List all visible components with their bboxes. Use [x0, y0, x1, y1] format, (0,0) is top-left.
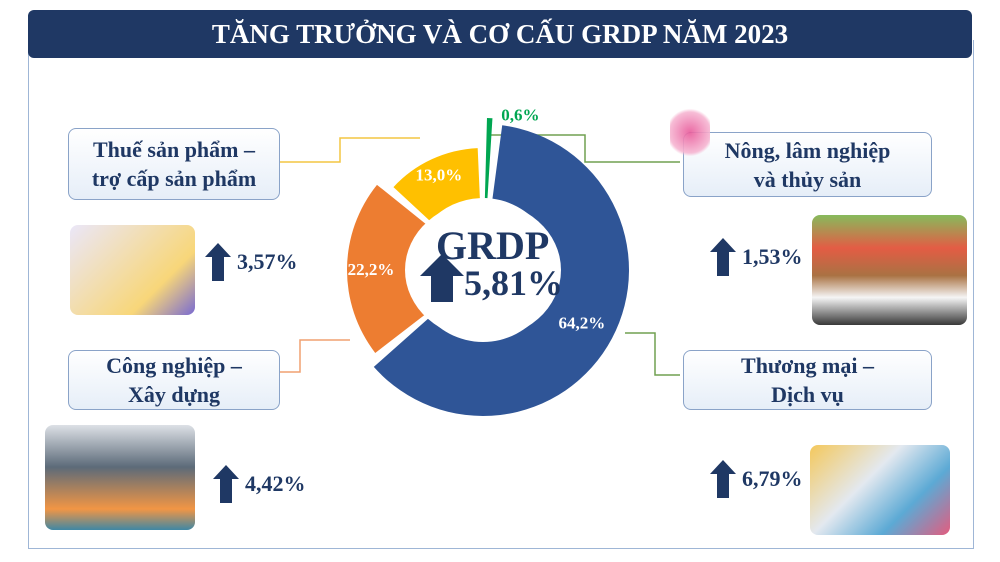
donut-slice-1 [373, 125, 629, 416]
sector-name: Thương mại – [741, 353, 874, 378]
tax-illustration-icon [70, 225, 195, 315]
up-arrow-icon [205, 243, 231, 281]
growth-value: 3,57% [237, 249, 298, 274]
up-arrow-icon [710, 460, 736, 498]
center-circle [405, 201, 561, 339]
orchid-flower-icon [670, 105, 710, 160]
slice-label: 22,2% [348, 260, 395, 279]
sector-name: Thuế sản phẩm – [92, 137, 255, 162]
up-arrow-icon [213, 465, 239, 503]
center-growth: 5,81% [464, 263, 563, 303]
sector-box-tax: Thuế sản phẩm – trợ cấp sản phẩm [68, 128, 280, 200]
connector-trade [625, 332, 680, 376]
sector-name: Dịch vụ [771, 382, 844, 407]
center-up-arrow-icon [420, 254, 464, 307]
donut-slice-2 [347, 184, 427, 353]
sector-box-agriculture: Nông, lâm nghiệp và thủy sản [683, 132, 932, 197]
donut-slice-0 [484, 118, 493, 199]
connector-industry [280, 339, 350, 373]
sector-box-industry: Công nghiệp – Xây dựng [68, 350, 280, 410]
growth-tax: 3,57% [205, 243, 298, 281]
sector-name: trợ cấp sản phẩm [91, 166, 257, 191]
sector-name: Công nghiệp – [106, 353, 242, 378]
slice-label: 64,2% [559, 314, 606, 333]
slice-label: 13,0% [415, 166, 462, 185]
sector-box-trade: Thương mại – Dịch vụ [683, 350, 932, 410]
growth-value: 1,53% [742, 244, 803, 269]
sector-name: và thủy sản [753, 166, 862, 192]
sector-name: Nông, lâm nghiệp [724, 137, 891, 163]
growth-agriculture: 1,53% [710, 238, 803, 276]
donut-slice-3 [393, 148, 480, 222]
sector-name: Xây dựng [127, 382, 221, 407]
up-arrow-icon [710, 238, 736, 276]
connector-tax [280, 137, 420, 163]
growth-value: 6,79% [742, 466, 803, 491]
cart-cow-illustration-icon [812, 215, 967, 325]
factory-illustration-icon [45, 425, 195, 530]
growth-trade: 6,79% [710, 460, 803, 498]
page-title: TĂNG TRƯỞNG VÀ CƠ CẤU GRDP NĂM 2023 [28, 10, 972, 58]
growth-industry: 4,42% [213, 465, 306, 503]
infographic-frame [28, 40, 974, 549]
commerce-illustration-icon [810, 445, 950, 535]
slice-label: 0,6% [501, 105, 539, 124]
growth-value: 4,42% [245, 471, 306, 496]
center-label: GRDP [436, 223, 550, 268]
